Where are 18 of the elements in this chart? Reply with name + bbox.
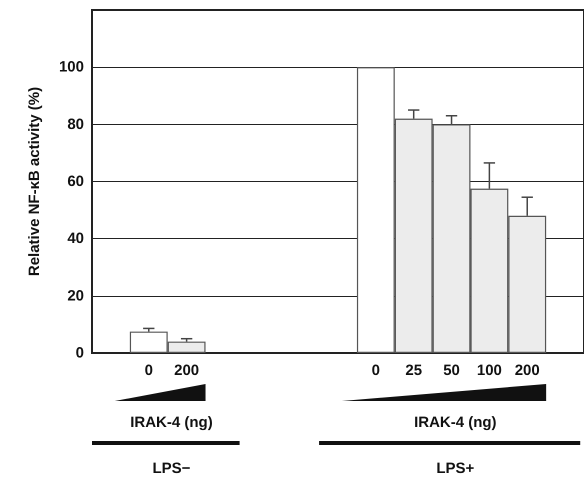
x-tick-label: 0 bbox=[372, 362, 380, 379]
text: IRAK-4 (ng) bbox=[414, 414, 497, 431]
text: LPS− bbox=[152, 460, 190, 477]
text: IRAK-4 (ng) bbox=[130, 414, 213, 431]
x-tick-label: 25 bbox=[405, 362, 422, 379]
y-axis-title: Relative NF-κB activity (%) bbox=[26, 86, 43, 276]
x-tick-label: 200 bbox=[514, 362, 540, 379]
y-tick-label: 40 bbox=[67, 230, 84, 248]
y-tick-label: 0 bbox=[76, 344, 84, 362]
y-tick-label: 20 bbox=[67, 287, 84, 304]
y-tick-label: 100 bbox=[58, 58, 84, 76]
x-tick-label: 50 bbox=[443, 362, 460, 379]
x-tick-label: 200 bbox=[174, 362, 200, 379]
x-tick-label: 0 bbox=[144, 362, 153, 379]
x-tick-label: 100 bbox=[476, 362, 502, 379]
y-tick-label: 60 bbox=[67, 173, 84, 190]
y-tick-label: 80 bbox=[67, 116, 84, 133]
text: LPS+ bbox=[436, 460, 474, 477]
